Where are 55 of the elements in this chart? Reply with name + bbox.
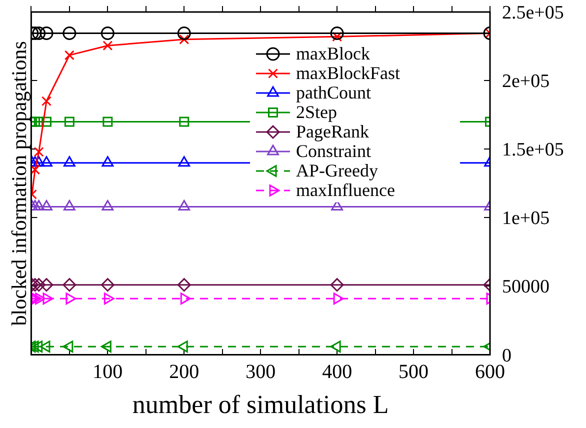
point	[100, 278, 114, 292]
point	[62, 26, 76, 40]
point	[330, 340, 341, 353]
point	[66, 292, 76, 305]
point	[31, 292, 42, 305]
point	[40, 156, 52, 167]
point	[32, 26, 46, 40]
point	[42, 292, 54, 305]
point	[42, 116, 52, 127]
x-tick-label: 600	[475, 361, 505, 384]
point	[35, 292, 46, 305]
point	[179, 116, 190, 127]
x-tick-label: 100	[92, 361, 123, 384]
y-tick-label: 0	[502, 345, 512, 366]
x-axis-title: number of simulations L	[132, 390, 389, 420]
y-tick-label: 1e+05	[502, 208, 550, 230]
legend-label: maxBlock	[296, 44, 370, 64]
point	[64, 50, 74, 60]
point	[330, 26, 344, 40]
point	[40, 26, 54, 40]
x-tick-label: 200	[169, 361, 200, 384]
point	[63, 156, 76, 167]
legend-label: AP-Greedy	[296, 160, 378, 181]
y-tick-label: 50000	[502, 276, 550, 298]
legend-label: 2Step	[296, 102, 338, 122]
point	[32, 278, 46, 292]
point	[102, 40, 113, 51]
point	[31, 164, 40, 175]
legend-label: maxInfluence	[296, 180, 395, 200]
x-tick-label: 500	[398, 361, 429, 384]
point	[177, 340, 188, 353]
point	[34, 146, 44, 157]
legend-label: maxBlockFast	[296, 63, 400, 84]
point	[42, 96, 52, 106]
y-axis-title: blocked information propagations	[7, 41, 32, 326]
point	[62, 278, 76, 292]
y-tick-label: 2.5e+05	[502, 2, 564, 24]
legend-label: pathCount	[296, 82, 371, 103]
point	[64, 116, 74, 127]
point	[330, 278, 344, 292]
legend-label: PageRank	[296, 122, 369, 142]
point	[40, 278, 54, 292]
point	[177, 26, 191, 40]
point	[179, 34, 190, 44]
point	[178, 156, 190, 167]
point	[102, 116, 113, 127]
point	[177, 278, 191, 292]
y-tick-label: 2e+05	[502, 71, 550, 92]
x-tick-label: 400	[322, 361, 352, 384]
point	[100, 26, 114, 40]
point	[102, 156, 114, 167]
point	[104, 292, 114, 305]
x-tick-label: 300	[246, 361, 276, 384]
y-tick-label: 1.5e+05	[502, 140, 564, 161]
legend-label: Constraint	[296, 141, 371, 162]
